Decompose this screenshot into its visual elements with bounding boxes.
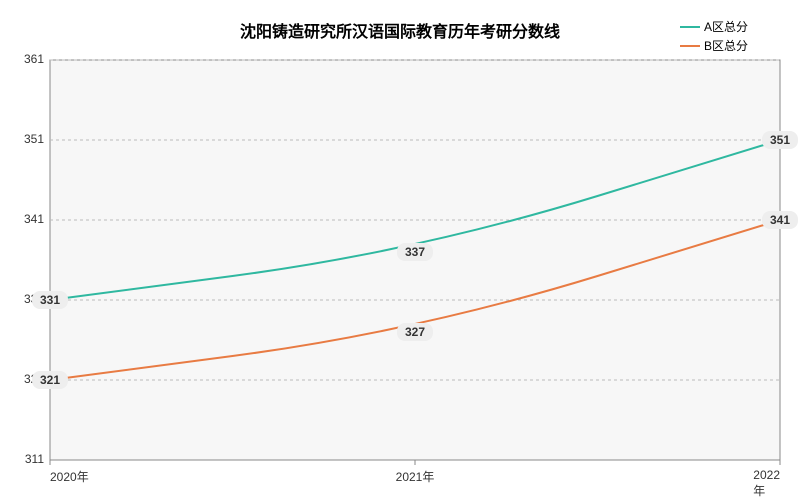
data-point-label: 337 (397, 243, 433, 261)
y-axis-tick-label: 311 (25, 452, 44, 466)
chart-container: 沈阳铸造研究所汉语国际教育历年考研分数线 A区总分 B区总分 311321331… (0, 0, 800, 500)
x-axis-tick-label: 2020年 (50, 468, 89, 485)
data-point-label: 327 (397, 323, 433, 341)
y-axis-tick-label: 341 (24, 212, 44, 226)
data-point-label: 351 (762, 131, 798, 149)
y-axis-tick-label: 351 (24, 132, 44, 146)
data-point-label: 341 (762, 211, 798, 229)
y-axis-tick-label: 361 (24, 52, 44, 66)
x-axis-tick-label: 2022年 (753, 468, 780, 499)
data-point-label: 331 (32, 291, 68, 309)
x-axis-tick-label: 2021年 (396, 468, 435, 485)
data-point-label: 321 (32, 371, 68, 389)
